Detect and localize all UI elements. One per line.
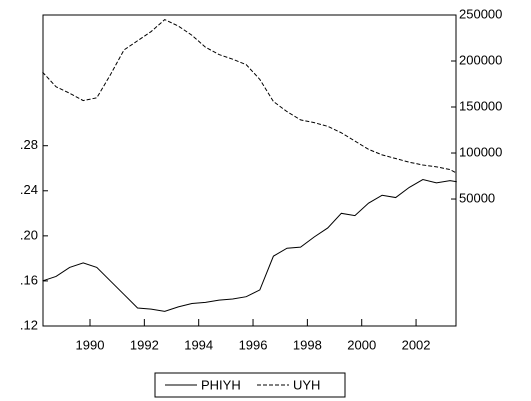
series-line xyxy=(42,19,458,174)
y-tick-label: .28 xyxy=(20,137,38,152)
x-tick-label: 1990 xyxy=(76,337,105,352)
y2-tick-label: 250000 xyxy=(459,6,502,21)
x-tick-label: 1996 xyxy=(239,337,268,352)
y2-tick-label: 200000 xyxy=(459,52,502,67)
y-tick-label: .24 xyxy=(20,182,38,197)
y-tick-label: .12 xyxy=(20,317,38,332)
plot-frame xyxy=(42,14,457,327)
y-tick-label: .16 xyxy=(20,272,38,287)
x-tick-label: 2002 xyxy=(402,337,431,352)
legend-label: UYH xyxy=(293,377,320,392)
x-tick-label: 1992 xyxy=(130,337,159,352)
y-tick-label: .20 xyxy=(20,227,38,242)
y2-tick-label: 100000 xyxy=(459,144,502,159)
x-tick-label: 2000 xyxy=(347,337,376,352)
y2-tick-label: 50000 xyxy=(459,190,495,205)
legend-label: PHIYH xyxy=(201,377,241,392)
x-tick-label: 1994 xyxy=(184,337,213,352)
y2-tick-label: 150000 xyxy=(459,98,502,113)
series-line xyxy=(42,178,457,312)
x-tick-label: 1998 xyxy=(293,337,322,352)
